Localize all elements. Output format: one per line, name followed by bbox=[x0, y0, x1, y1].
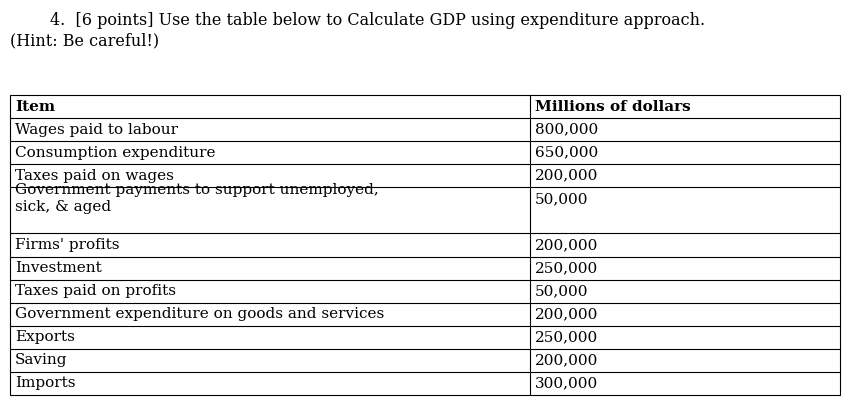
Text: Saving: Saving bbox=[15, 353, 68, 367]
Text: Item: Item bbox=[15, 99, 55, 113]
Bar bbox=[10, 95, 840, 395]
Text: 650,000: 650,000 bbox=[535, 146, 598, 160]
Text: Taxes paid on profits: Taxes paid on profits bbox=[15, 284, 176, 298]
Text: 800,000: 800,000 bbox=[535, 123, 598, 137]
Text: 200,000: 200,000 bbox=[535, 353, 598, 367]
Text: 300,000: 300,000 bbox=[535, 377, 598, 391]
Text: Investment: Investment bbox=[15, 261, 102, 275]
Text: 50,000: 50,000 bbox=[535, 192, 588, 206]
Text: 4.  [6 points] Use the table below to Calculate GDP using expenditure approach.: 4. [6 points] Use the table below to Cal… bbox=[50, 12, 705, 29]
Text: Government expenditure on goods and services: Government expenditure on goods and serv… bbox=[15, 307, 384, 321]
Text: (Hint: Be careful!): (Hint: Be careful!) bbox=[10, 32, 159, 49]
Text: 200,000: 200,000 bbox=[535, 307, 598, 321]
Text: 250,000: 250,000 bbox=[535, 261, 598, 275]
Text: Government payments to support unemployed,
sick, & aged: Government payments to support unemploye… bbox=[15, 183, 379, 215]
Text: Consumption expenditure: Consumption expenditure bbox=[15, 146, 215, 160]
Text: Wages paid to labour: Wages paid to labour bbox=[15, 123, 178, 137]
Text: Exports: Exports bbox=[15, 330, 75, 344]
Text: Imports: Imports bbox=[15, 377, 75, 391]
Text: Taxes paid on wages: Taxes paid on wages bbox=[15, 169, 174, 183]
Text: Millions of dollars: Millions of dollars bbox=[535, 99, 691, 113]
Text: 250,000: 250,000 bbox=[535, 330, 598, 344]
Text: Firms' profits: Firms' profits bbox=[15, 238, 120, 252]
Text: 200,000: 200,000 bbox=[535, 169, 598, 183]
Text: 200,000: 200,000 bbox=[535, 238, 598, 252]
Text: 50,000: 50,000 bbox=[535, 284, 588, 298]
